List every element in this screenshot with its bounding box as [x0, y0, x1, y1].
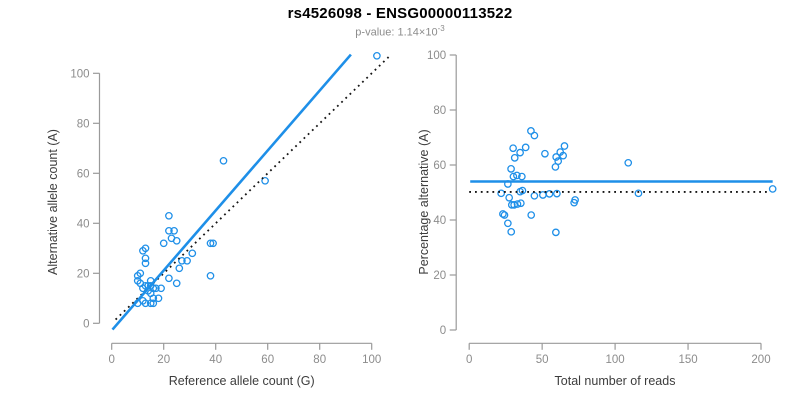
data-point [553, 189, 561, 198]
y-tick-label: 20 [77, 268, 90, 280]
data-point [141, 254, 150, 263]
y-tick-label: 0 [83, 318, 89, 330]
data-point [624, 158, 633, 167]
y-tick-label: 80 [77, 118, 90, 130]
data-point [513, 171, 521, 180]
y-axis-title: Percentage alternative (A) [417, 129, 431, 274]
y-tick-label: 100 [70, 68, 89, 80]
chart-title: rs4526098 - ENSG00000113522 [287, 5, 513, 22]
x-tick-label: 0 [108, 354, 114, 366]
data-point [165, 274, 173, 283]
data-point [505, 193, 514, 202]
data-point [183, 256, 191, 265]
data-point [209, 239, 217, 248]
data-point [504, 219, 512, 228]
left-panel: 0 20 40 60 80 100 0 20 40 60 80 100 Reference allele… [46, 51, 390, 388]
x-axis-title: Reference allele count (G) [169, 374, 315, 388]
data-point [539, 191, 547, 199]
x-tick-label: 80 [313, 354, 326, 366]
data-point [141, 299, 150, 308]
data-point [560, 142, 569, 150]
data-point [552, 153, 561, 161]
data-point [527, 127, 535, 135]
data-point [556, 148, 565, 156]
data-point [551, 163, 560, 171]
data-point [527, 211, 536, 219]
y-tick-label: 100 [427, 50, 446, 62]
data-point [510, 201, 518, 209]
data-point [530, 191, 539, 200]
data-point [133, 271, 142, 280]
data-point [172, 236, 181, 245]
y-tick-label: 60 [433, 160, 446, 172]
data-point [159, 239, 168, 248]
x-tick-label: 150 [678, 354, 697, 366]
data-point [261, 176, 269, 185]
data-point [497, 189, 506, 198]
x-tick-label: 100 [362, 354, 381, 366]
data-point [510, 154, 519, 162]
x-tick-label: 60 [261, 354, 274, 366]
data-point [509, 172, 518, 181]
data-point [521, 143, 530, 152]
y-tick-label: 20 [433, 270, 446, 282]
pvalue-text: p-value: 1.14×10 [355, 26, 438, 39]
data-point [509, 144, 517, 153]
data-point [141, 244, 150, 253]
data-point [507, 165, 515, 173]
data-point [634, 189, 643, 198]
y-tick-label: 60 [77, 168, 90, 180]
data-point [516, 148, 524, 157]
data-point [507, 227, 516, 236]
y-axis-title: Alternative allele count (A) [46, 129, 60, 275]
y-tick-label: 40 [77, 218, 90, 230]
x-tick-label: 200 [751, 354, 770, 366]
data-point [206, 239, 215, 248]
data-point [552, 228, 560, 237]
x-tick-label: 100 [606, 354, 625, 366]
data-point [516, 199, 525, 208]
fit-line [111, 53, 352, 331]
y-tick-label: 80 [433, 105, 446, 117]
x-tick-label: 40 [209, 354, 222, 366]
data-point [170, 226, 178, 235]
data-point [373, 51, 381, 60]
data-point [499, 210, 507, 218]
data-point [541, 149, 549, 158]
x-tick-label: 20 [157, 354, 170, 366]
chart-subtitle: p-value: 1.14×10-3 [0, 24, 800, 39]
data-point [141, 259, 150, 268]
y-tick-label: 0 [440, 325, 446, 337]
right-panel: 0 50 100 150 200 0 20 40 60 80 100 Total number of … [417, 50, 777, 388]
y-tick-label: 40 [433, 215, 446, 227]
data-point [165, 226, 173, 235]
data-point [165, 211, 173, 220]
data-point [507, 201, 516, 209]
pvalue-exponent: -3 [437, 24, 445, 33]
x-axis-title: Total number of reads [555, 374, 676, 388]
data-point [175, 264, 184, 273]
x-tick-label: 50 [536, 354, 549, 366]
data-point [178, 256, 186, 265]
data-point [149, 299, 158, 308]
x-tick-label: 0 [466, 354, 472, 366]
data-point [172, 279, 181, 288]
data-point [146, 299, 155, 308]
data-point [157, 284, 165, 293]
data-point [188, 249, 197, 258]
data-point [206, 271, 215, 280]
data-point [500, 211, 509, 219]
data-point [570, 198, 578, 207]
data-point [768, 185, 777, 193]
data-point [152, 284, 160, 293]
data-point [518, 172, 526, 181]
data-point [154, 294, 163, 303]
data-point [219, 156, 228, 165]
